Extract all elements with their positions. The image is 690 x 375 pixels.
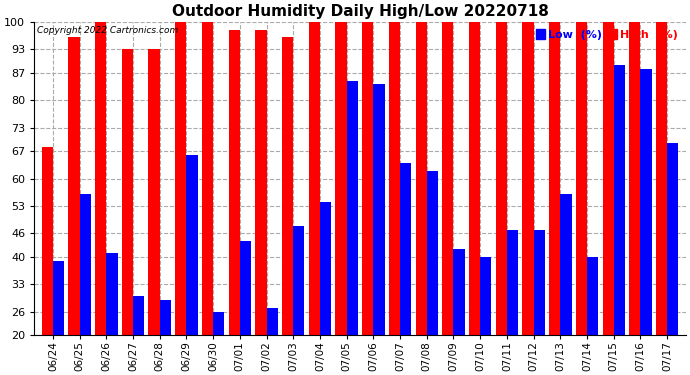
Bar bbox=[95, 22, 106, 375]
Bar bbox=[415, 22, 427, 375]
Bar bbox=[202, 22, 213, 375]
Bar bbox=[549, 22, 560, 375]
Bar bbox=[320, 202, 331, 375]
Bar bbox=[560, 194, 571, 375]
Bar bbox=[362, 22, 373, 375]
Bar bbox=[335, 22, 346, 375]
Bar bbox=[255, 30, 266, 375]
Bar bbox=[228, 30, 240, 375]
Bar bbox=[602, 22, 613, 375]
Bar bbox=[400, 163, 411, 375]
Bar bbox=[587, 257, 598, 375]
Bar bbox=[613, 65, 625, 375]
Bar bbox=[240, 241, 251, 375]
Bar bbox=[266, 308, 278, 375]
Bar bbox=[41, 147, 53, 375]
Title: Outdoor Humidity Daily High/Low 20220718: Outdoor Humidity Daily High/Low 20220718 bbox=[172, 4, 549, 19]
Bar bbox=[507, 230, 518, 375]
Bar bbox=[480, 257, 491, 375]
Bar bbox=[68, 38, 79, 375]
Bar bbox=[186, 155, 197, 375]
Bar bbox=[308, 22, 320, 375]
Bar bbox=[346, 81, 358, 375]
Bar bbox=[175, 22, 186, 375]
Bar bbox=[495, 22, 507, 375]
Bar bbox=[122, 49, 133, 375]
Legend: Low  (%), High  (%): Low (%), High (%) bbox=[534, 27, 680, 42]
Bar bbox=[522, 22, 533, 375]
Bar bbox=[213, 312, 224, 375]
Bar bbox=[442, 22, 453, 375]
Bar bbox=[53, 261, 64, 375]
Bar bbox=[656, 22, 667, 375]
Bar bbox=[533, 230, 545, 375]
Bar bbox=[453, 249, 464, 375]
Bar bbox=[79, 194, 91, 375]
Bar bbox=[427, 171, 438, 375]
Bar bbox=[575, 22, 587, 375]
Bar bbox=[106, 253, 117, 375]
Text: Copyright 2022 Cartronics.com: Copyright 2022 Cartronics.com bbox=[37, 26, 179, 35]
Bar bbox=[373, 84, 384, 375]
Bar bbox=[667, 143, 678, 375]
Bar bbox=[282, 38, 293, 375]
Bar bbox=[133, 296, 144, 375]
Bar bbox=[640, 69, 651, 375]
Bar bbox=[389, 22, 400, 375]
Bar bbox=[629, 22, 640, 375]
Bar bbox=[293, 226, 304, 375]
Bar bbox=[148, 49, 159, 375]
Bar bbox=[159, 300, 171, 375]
Bar bbox=[469, 22, 480, 375]
